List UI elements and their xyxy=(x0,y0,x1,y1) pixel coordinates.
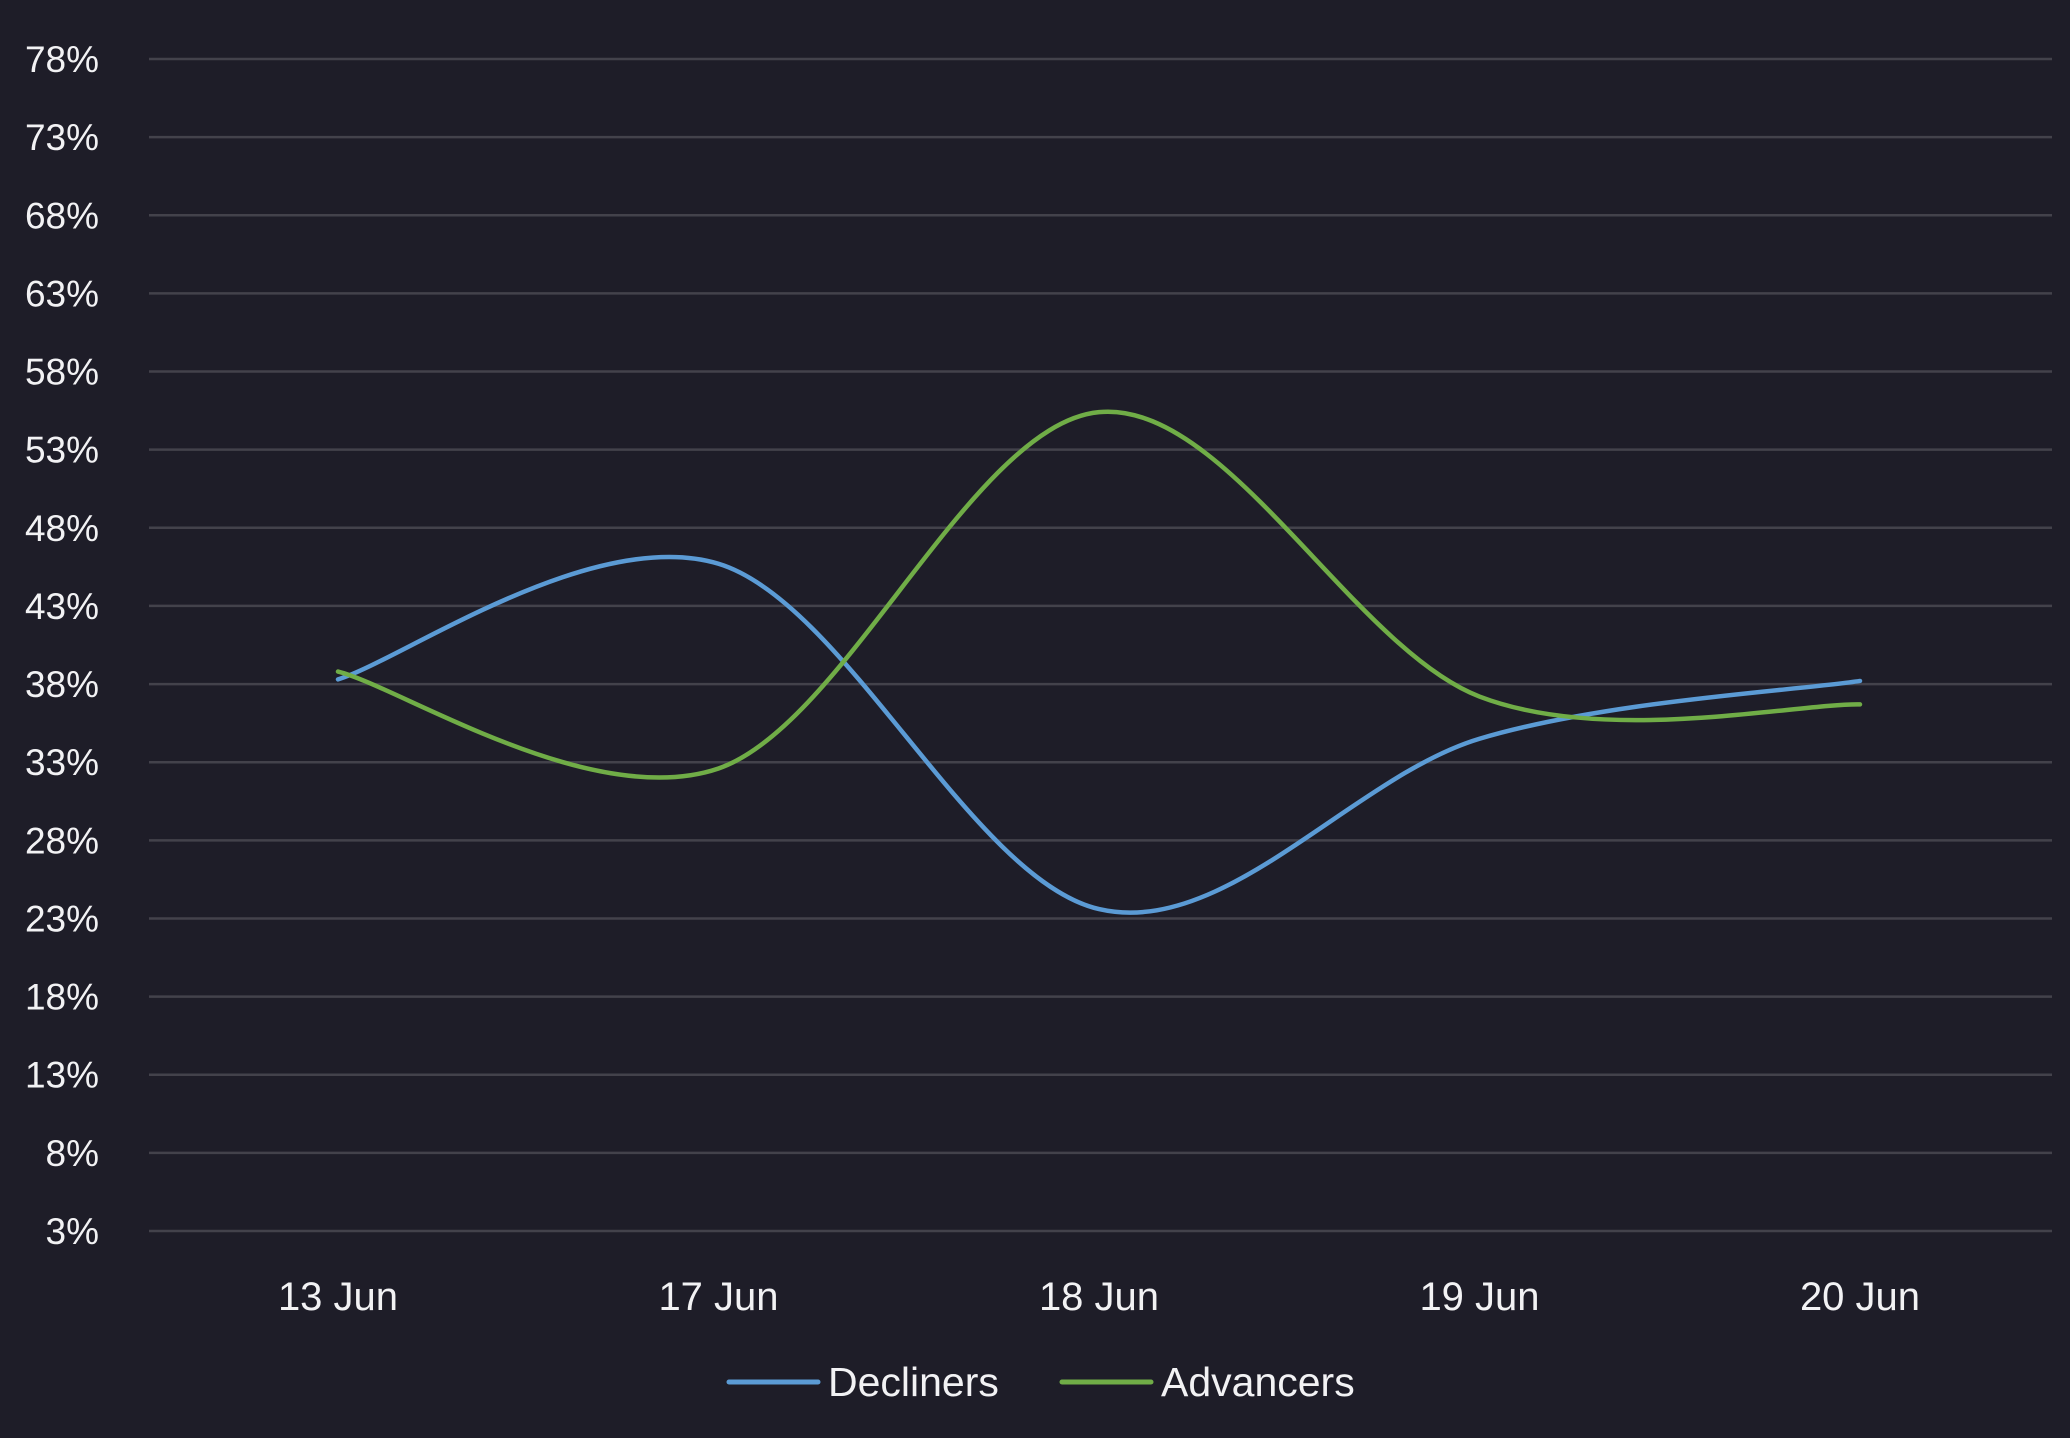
legend-item-decliners: Decliners xyxy=(726,1359,999,1405)
x-axis: 13 Jun 17 Jun 18 Jun 19 Jun 20 Jun xyxy=(278,1275,1920,1319)
y-tick-label: 78% xyxy=(25,39,99,80)
legend: Decliners Advancers xyxy=(726,1359,1355,1405)
y-tick-label: 3% xyxy=(46,1211,99,1252)
legend-item-advancers: Advancers xyxy=(1059,1359,1355,1405)
y-tick-label: 18% xyxy=(25,977,99,1018)
y-tick-label: 23% xyxy=(25,898,99,939)
y-axis: 78% 73% 68% 63% 58% 53% 48% 43% 38% 33% 28% 23% 18% 1… xyxy=(25,39,99,1252)
gridlines xyxy=(149,57,2052,1233)
legend-label: Advancers xyxy=(1161,1359,1355,1405)
series-lines xyxy=(335,409,1863,915)
y-tick-label: 73% xyxy=(25,117,99,158)
y-tick-label: 33% xyxy=(25,742,99,783)
legend-label: Decliners xyxy=(828,1359,999,1405)
y-tick-label: 8% xyxy=(46,1133,99,1174)
y-tick-label: 53% xyxy=(25,430,99,471)
y-tick-label: 38% xyxy=(25,664,99,705)
series-line-advancers xyxy=(335,409,1863,780)
x-tick-label: 19 Jun xyxy=(1419,1275,1539,1319)
x-tick-label: 13 Jun xyxy=(278,1275,398,1319)
y-tick-label: 43% xyxy=(25,586,99,627)
y-tick-label: 48% xyxy=(25,508,99,549)
series-line-decliners xyxy=(335,554,1863,915)
y-tick-label: 28% xyxy=(25,820,99,861)
y-tick-label: 63% xyxy=(25,273,99,314)
x-tick-label: 18 Jun xyxy=(1039,1275,1159,1319)
x-tick-label: 20 Jun xyxy=(1800,1275,1920,1319)
x-tick-label: 17 Jun xyxy=(658,1275,778,1319)
y-tick-label: 13% xyxy=(25,1055,99,1096)
y-tick-label: 58% xyxy=(25,352,99,393)
y-tick-label: 68% xyxy=(25,195,99,236)
